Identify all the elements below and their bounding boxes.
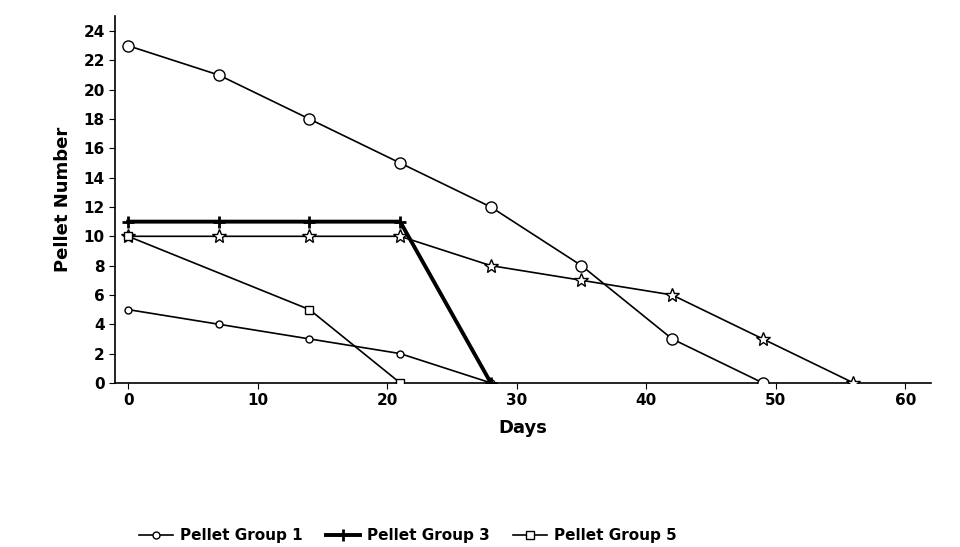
Pellet Group 1 — [485, 380, 496, 386]
Pellet Group 4 — [848, 380, 859, 386]
Pellet Group 4 — [485, 263, 496, 269]
Pellet Group 3 — [395, 218, 406, 225]
Pellet Group 5 — [303, 306, 315, 313]
Pellet Group 4 — [303, 233, 315, 240]
Pellet Group 4 — [395, 233, 406, 240]
Pellet Group 2 — [303, 116, 315, 123]
X-axis label: Days: Days — [499, 420, 547, 438]
Line: Pellet Group 4: Pellet Group 4 — [121, 229, 860, 390]
Pellet Group 4 — [122, 233, 133, 240]
Pellet Group 1 — [122, 306, 133, 313]
Pellet Group 1 — [395, 350, 406, 357]
Line: Pellet Group 5: Pellet Group 5 — [124, 232, 404, 387]
Pellet Group 2 — [485, 203, 496, 210]
Pellet Group 2 — [213, 72, 225, 78]
Pellet Group 2 — [576, 263, 588, 269]
Pellet Group 2 — [122, 43, 133, 49]
Pellet Group 2 — [666, 336, 678, 342]
Pellet Group 3 — [485, 380, 496, 386]
Pellet Group 4 — [757, 336, 769, 342]
Legend: Pellet Group 1, Pellet Group 2, Pellet Group 3, Pellet Group 4, Pellet Group 5: Pellet Group 1, Pellet Group 2, Pellet G… — [139, 528, 677, 547]
Pellet Group 3 — [213, 218, 225, 225]
Line: Pellet Group 2: Pellet Group 2 — [123, 40, 768, 388]
Pellet Group 2 — [757, 380, 769, 386]
Y-axis label: Pellet Number: Pellet Number — [54, 127, 72, 272]
Pellet Group 5 — [122, 233, 133, 240]
Pellet Group 4 — [213, 233, 225, 240]
Line: Pellet Group 1: Pellet Group 1 — [125, 306, 494, 386]
Pellet Group 5 — [395, 380, 406, 386]
Pellet Group 3 — [122, 218, 133, 225]
Line: Pellet Group 3: Pellet Group 3 — [122, 216, 497, 389]
Pellet Group 3 — [303, 218, 315, 225]
Pellet Group 2 — [395, 160, 406, 166]
Pellet Group 4 — [666, 292, 678, 298]
Pellet Group 1 — [303, 336, 315, 342]
Pellet Group 4 — [576, 277, 588, 283]
Pellet Group 1 — [213, 321, 225, 328]
